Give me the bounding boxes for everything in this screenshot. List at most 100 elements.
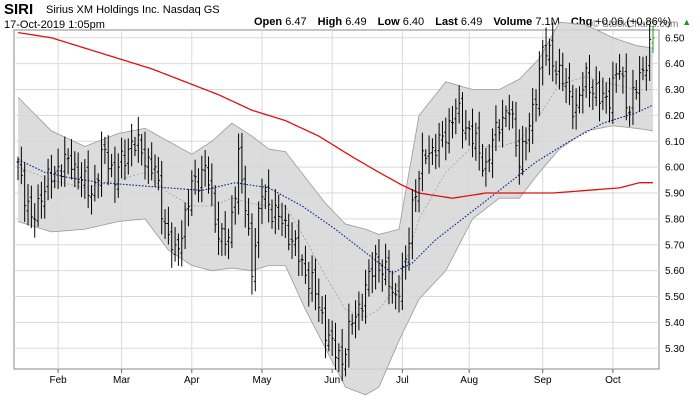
low-label: Low <box>377 16 400 28</box>
ohlc-bar <box>424 149 428 165</box>
ohlc-bar <box>96 173 100 199</box>
ohlc-bar <box>23 162 27 222</box>
ohlc-bar <box>440 120 444 148</box>
ohlc-bar <box>467 120 471 146</box>
ohlc-bar <box>390 270 394 304</box>
ohlc-bar <box>514 101 518 157</box>
exchange-label: Nasdaq GS <box>162 4 220 16</box>
x-tick-label: Aug <box>460 375 478 386</box>
y-tick-label: 5.80 <box>665 214 685 225</box>
ohlc-bar <box>447 108 451 154</box>
ohlc-bar <box>90 185 94 215</box>
x-tick-label: May <box>253 375 272 386</box>
ohlc-bar <box>290 222 294 259</box>
ohlc-bar <box>43 175 47 219</box>
ohlc-bar <box>584 62 588 98</box>
x-tick-label: Apr <box>184 375 200 386</box>
volume-value: 7.1M <box>535 16 560 28</box>
price-bars <box>16 22 655 382</box>
ohlc-bar <box>387 250 391 305</box>
volume-label: Volume <box>493 16 533 28</box>
x-tick-label: Jun <box>324 375 340 386</box>
ohlc-bar <box>531 87 535 145</box>
high-label: High <box>317 16 343 28</box>
ohlc-bar <box>310 255 314 302</box>
ohlc-bar <box>320 296 324 325</box>
open-label: Open <box>254 16 283 28</box>
company-label: Sirius XM Holdings Inc. <box>46 4 160 16</box>
x-tick-label: Feb <box>49 375 67 386</box>
ohlc-bar <box>103 136 107 165</box>
ohlc-bar <box>634 80 638 100</box>
ohlc-bar <box>511 101 515 129</box>
ohlc-bar <box>340 328 344 382</box>
ohlc-bar <box>507 94 511 131</box>
company-name: Sirius XM Holdings Inc. Nasdaq GS <box>46 4 220 16</box>
ohlc-bar <box>430 138 434 166</box>
ohlc-bar <box>106 135 110 186</box>
ohlc-bar <box>53 165 57 189</box>
ohlc-bar <box>407 227 411 271</box>
ohlc-bar <box>608 77 612 123</box>
ohlc-bar <box>541 40 545 86</box>
ohlc-bar <box>614 63 618 93</box>
ohlc-bar <box>73 151 77 188</box>
ohlc-bar <box>347 303 351 368</box>
ohlc-bar <box>330 320 334 356</box>
y-tick-label: 6.10 <box>665 137 685 148</box>
ohlc-bar <box>163 209 167 239</box>
ohlc-bar <box>80 162 83 198</box>
ohlc-bar <box>638 56 642 112</box>
ohlc-bar <box>297 219 301 277</box>
ma50-line <box>17 104 654 274</box>
ohlc-bar <box>384 243 388 286</box>
ohlc-bar <box>477 111 481 171</box>
ohlc-bar <box>571 84 575 130</box>
y-tick-label: 6.50 <box>665 33 685 44</box>
x-tick-label: Jul <box>396 375 409 386</box>
ohlc-bar <box>427 135 431 174</box>
ohlc-bar <box>260 178 264 225</box>
ohlc-bar <box>287 213 291 251</box>
ohlc-bar <box>110 153 114 178</box>
x-tick-label: Oct <box>605 375 621 386</box>
ohlc-bar <box>250 213 254 295</box>
ohlc-bar <box>524 127 528 161</box>
ohlc-bar <box>641 56 645 81</box>
ohlc-bar <box>521 125 525 176</box>
ohlc-bar <box>156 156 160 191</box>
ohlc-bar <box>621 66 625 94</box>
ohlc-bar <box>230 195 234 249</box>
ohlc-bar <box>377 239 381 283</box>
ohlc-bar <box>313 258 317 311</box>
ohlc-bar <box>434 133 438 170</box>
y-tick-label: 6.00 <box>665 163 685 174</box>
ohlc-bar <box>450 105 454 139</box>
ohlc-bar <box>126 138 130 175</box>
ohlc-bar <box>461 92 464 149</box>
ohlc-bar <box>464 109 468 141</box>
ohlc-bar <box>327 318 331 352</box>
ohlc-bar <box>257 201 261 259</box>
watermark: © StockCharts.com <box>592 19 679 30</box>
ohlc-bar <box>217 201 221 256</box>
ohlc-bar <box>561 52 565 92</box>
ohlc-bar <box>567 62 571 106</box>
ohlc-bar <box>49 154 53 199</box>
y-tick-label: 6.20 <box>665 111 685 122</box>
ohlc-bar <box>69 139 73 180</box>
ohlc-bar <box>83 159 87 199</box>
ohlc-bar <box>133 136 137 157</box>
ohlc-bar <box>360 293 364 321</box>
y-tick-label: 5.60 <box>665 266 685 277</box>
ohlc-bar <box>397 275 401 313</box>
bollinger-upper <box>17 21 654 235</box>
ohlc-bar <box>143 131 147 180</box>
ohlc-bar <box>59 164 63 187</box>
ohlc-bar <box>66 148 70 175</box>
quote-date: 17-Oct-2019 1:05pm <box>4 19 105 31</box>
ohlc-bar <box>300 254 304 276</box>
ohlc-bar <box>136 116 140 163</box>
ohlc-bar <box>220 223 224 256</box>
ohlc-bar <box>166 206 170 245</box>
